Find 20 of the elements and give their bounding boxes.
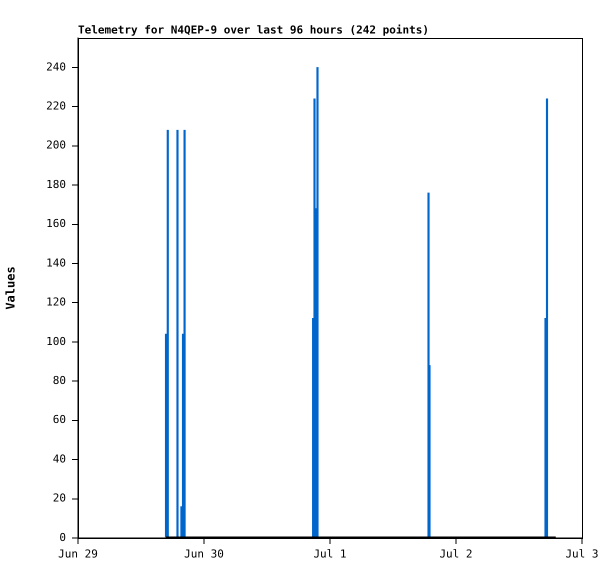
y-tick-label: 160 [46,217,66,230]
y-tick-label: 180 [46,178,66,191]
y-tick-label: 40 [52,452,66,466]
y-tick-label: 20 [52,492,66,505]
y-axis-title: Values [3,266,18,310]
x-tick-label: Jul 3 [565,547,599,560]
x-tick-label: Jun 29 [58,547,98,560]
y-tick-label: 120 [46,296,66,309]
y-tick-label: 80 [52,374,66,387]
y-tick-label: 240 [46,60,66,74]
y-tick-label: 60 [52,413,66,426]
y-tick-label: 200 [46,138,66,152]
y-tick-label: 100 [46,334,66,348]
y-tick-label: 140 [46,256,66,270]
y-tick-label: 220 [46,99,66,112]
x-tick-label: Jul 2 [439,547,473,560]
chart-title: Telemetry for N4QEP-9 over last 96 hours (242 points) [78,23,429,36]
y-tick-label: 0 [59,530,66,544]
x-tick-label: Jul 1 [313,547,347,560]
x-tick-label: Jun 30 [184,547,224,560]
